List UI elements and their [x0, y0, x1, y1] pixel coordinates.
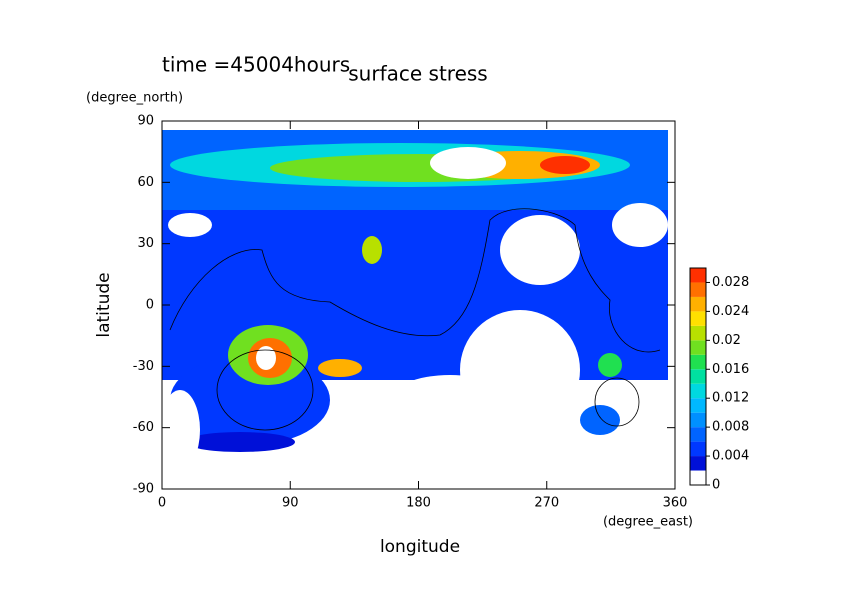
field-blob: [362, 236, 382, 264]
field-blob: [168, 213, 212, 237]
field-blob: [540, 156, 590, 174]
colorbar-cell: [690, 369, 706, 384]
x-tick-label: 270: [534, 496, 559, 511]
coastline: [216, 349, 314, 431]
y-tick-label: 30: [137, 236, 154, 251]
colorbar-cell: [690, 412, 706, 428]
coastlines: [169, 208, 661, 431]
colorbar-tick-label: 0.016: [712, 362, 749, 377]
field-blob: [580, 405, 620, 435]
colorbar-cell: [690, 398, 706, 413]
colorbar-cell: [690, 354, 706, 370]
colorbar-cell: [690, 282, 706, 297]
field-blob: [160, 390, 200, 470]
colorbar-cell: [690, 456, 706, 471]
contour-field: [160, 130, 668, 470]
y-tick-label: -30: [133, 359, 154, 374]
x-tick-label: 360: [663, 496, 688, 511]
colorbar-tick-label: 0.004: [712, 449, 749, 464]
colorbar-tick-label: 0.008: [712, 420, 749, 435]
y-tick-label: -90: [133, 482, 154, 497]
colorbar-tick-label: 0.02: [712, 333, 741, 348]
colorbar-cell: [690, 441, 706, 457]
colorbar-cell: [690, 470, 706, 485]
coastline: [594, 377, 640, 427]
x-tick-label: 0: [158, 496, 166, 511]
colorbar-tick-label: 0.012: [712, 391, 749, 406]
colorbar-cell: [690, 340, 706, 355]
colorbar-cell: [690, 311, 706, 326]
y-axis-label: latitude: [94, 272, 114, 337]
field-blob: [430, 147, 506, 179]
x-axis-label: longitude: [380, 537, 460, 557]
chart-subtitle: surface stress: [348, 62, 487, 86]
chart-title: time =45004hours: [162, 53, 350, 77]
field-blob: [256, 346, 276, 370]
coastline: [169, 208, 661, 353]
colorbar-cell: [690, 383, 706, 399]
x-tick-label: 90: [282, 496, 299, 511]
y-tick-label: 60: [137, 175, 154, 190]
y-tick-label: 0: [146, 298, 154, 313]
field-blob: [612, 203, 668, 247]
colorbar-cell: [690, 268, 706, 283]
field-blob: [390, 375, 510, 425]
colorbar-cell: [690, 325, 706, 341]
colorbar-cell: [690, 427, 706, 442]
colorbar-tick-label: 0.024: [712, 304, 749, 319]
field-blob: [500, 215, 580, 285]
field-blob: [318, 359, 362, 377]
y-tick-label: 90: [137, 114, 154, 129]
field-blob: [185, 432, 295, 452]
field-blob: [598, 353, 622, 377]
colorbar-cell: [690, 296, 706, 312]
colorbar-tick-label: 0: [712, 478, 720, 493]
x-unit: (degree_east): [603, 515, 693, 530]
colorbar-tick-label: 0.028: [712, 275, 749, 290]
y-unit: (degree_north): [86, 91, 183, 106]
y-tick-label: -60: [133, 420, 154, 435]
colorbar-frame: [689, 267, 707, 486]
x-tick-label: 180: [406, 496, 431, 511]
